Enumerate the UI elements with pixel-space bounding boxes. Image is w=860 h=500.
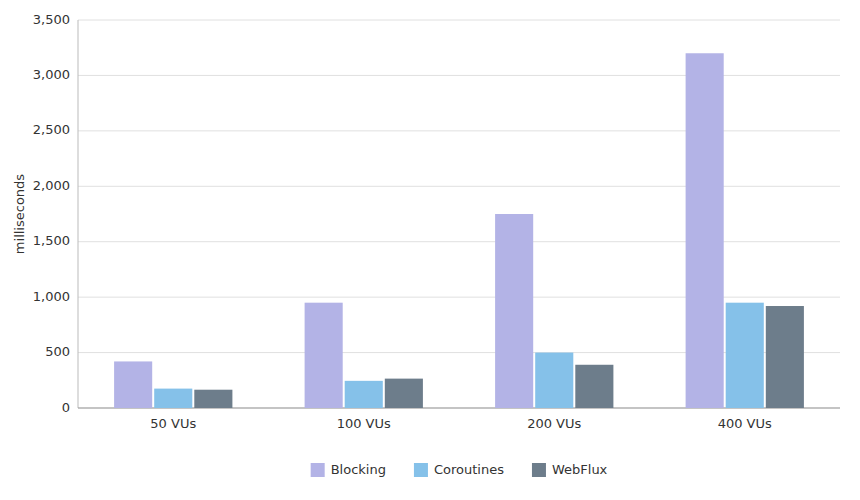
y-tick-label: 500 <box>45 344 70 359</box>
legend-swatch <box>311 463 325 477</box>
bar <box>495 214 533 408</box>
legend-item: Coroutines <box>414 462 504 478</box>
bar <box>535 353 573 408</box>
bar <box>305 303 343 408</box>
legend-item: WebFlux <box>532 462 608 478</box>
y-grid <box>78 20 840 408</box>
bar <box>766 306 804 408</box>
bars <box>114 53 804 408</box>
bar <box>154 389 192 408</box>
bar <box>385 379 423 408</box>
legend-label: WebFlux <box>552 462 608 477</box>
y-tick-label: 2,000 <box>33 178 70 193</box>
x-tick-label: 200 VUs <box>527 416 581 431</box>
bar <box>575 365 613 408</box>
y-tick-label: 2,500 <box>33 122 70 137</box>
y-axis-label: milliseconds <box>12 174 27 254</box>
legend: Blocking Coroutines WebFlux <box>311 462 608 478</box>
legend-swatch <box>414 463 428 477</box>
y-ticks: 0 500 1,000 1,500 2,000 2,500 3,000 3,500 <box>33 12 70 415</box>
chart: 0 500 1,000 1,500 2,000 2,500 3,000 3,500 millis… <box>0 0 860 500</box>
x-tick-label: 50 VUs <box>150 416 196 431</box>
grid-line <box>78 20 840 21</box>
y-tick-label: 1,500 <box>33 233 70 248</box>
legend-swatch <box>532 463 546 477</box>
bar <box>686 53 724 408</box>
legend-item: Blocking <box>311 462 386 478</box>
grid-line <box>78 130 840 131</box>
bar <box>194 390 232 408</box>
grid-line <box>78 186 840 187</box>
legend-label: Blocking <box>331 462 386 477</box>
bar <box>114 361 152 408</box>
x-tick-label: 100 VUs <box>337 416 391 431</box>
grid-line <box>78 241 840 242</box>
x-tick-label: 400 VUs <box>718 416 772 431</box>
y-axis-line <box>78 20 79 408</box>
y-tick-label: 3,000 <box>33 67 70 82</box>
grid-line <box>78 297 840 298</box>
y-tick-label: 1,000 <box>33 289 70 304</box>
x-ticks: 50 VUs 100 VUs 200 VUs 400 VUs <box>150 416 772 431</box>
bar <box>726 303 764 408</box>
grid-line <box>78 75 840 76</box>
legend-label: Coroutines <box>434 462 504 477</box>
y-tick-label: 0 <box>62 400 70 415</box>
y-tick-label: 3,500 <box>33 12 70 27</box>
bar <box>345 381 383 408</box>
